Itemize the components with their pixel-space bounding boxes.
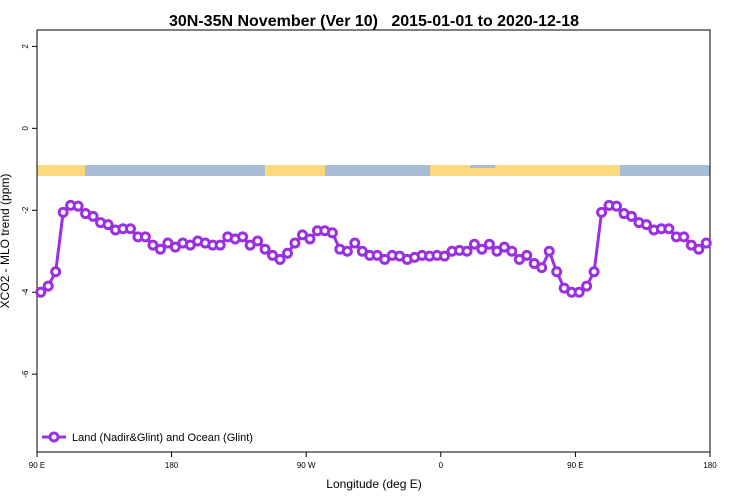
y-tick-label: -2 [21, 206, 30, 214]
data-line [39, 203, 708, 294]
data-point [625, 210, 637, 222]
chart-title: 30N-35N November (Ver 10) 2015-01-01 to … [169, 13, 579, 30]
data-point [87, 210, 99, 222]
x-tick-label: 90 E [29, 461, 45, 470]
x-tick-label: 90 W [297, 461, 316, 470]
data-point [439, 250, 451, 262]
data-point [42, 280, 54, 292]
data-point [640, 219, 652, 231]
data-point [543, 245, 555, 257]
data-point [124, 223, 136, 235]
data-point [274, 253, 286, 265]
data-point [102, 219, 114, 231]
x-tick-label: 90 E [567, 461, 583, 470]
data-point [700, 237, 712, 249]
data-point [521, 249, 533, 261]
data-point [259, 243, 271, 255]
data-point [139, 231, 151, 243]
y-tick-label: 2 [21, 44, 30, 49]
data-point [154, 243, 166, 255]
x-axis-label: Longitude (deg E) [326, 477, 421, 491]
x-tick-label: 180 [703, 461, 717, 470]
data-point [678, 231, 690, 243]
data-point [663, 223, 675, 235]
legend: Land (Nadir&Glint) and Ocean (Glint) [42, 431, 253, 444]
x-tick-label: 180 [165, 461, 179, 470]
y-tick-label: -6 [21, 370, 30, 378]
data-point [581, 280, 593, 292]
legend-label: Land (Nadir&Glint) and Ocean (Glint) [72, 432, 253, 444]
data-point [252, 235, 264, 247]
y-tick-label: 0 [21, 126, 30, 131]
data-point [573, 286, 585, 298]
data-point [237, 231, 249, 243]
data-point [468, 238, 480, 250]
x-tick-label: 0 [439, 461, 444, 470]
y-tick-label: -4 [21, 288, 30, 296]
data-point [506, 245, 518, 257]
data-point [326, 227, 338, 239]
legend-marker [48, 431, 60, 443]
data-point [476, 243, 488, 255]
data-point [483, 238, 495, 250]
data-point [551, 266, 563, 278]
data-point [588, 266, 600, 278]
y-axis-label: XCO2 - MLO trend (ppm) [0, 174, 12, 309]
data-point [693, 243, 705, 255]
data-point [35, 286, 47, 298]
data-point [50, 266, 62, 278]
data-point [289, 237, 301, 249]
data-point [57, 206, 69, 218]
data-point [349, 237, 361, 249]
data-point [596, 206, 608, 218]
data-point [341, 245, 353, 257]
data-point [282, 247, 294, 259]
data-point [611, 200, 623, 212]
data-point [214, 239, 226, 251]
data-point [461, 245, 473, 257]
data-point [536, 262, 548, 274]
data-point [72, 200, 84, 212]
land-ocean-strip [37, 165, 710, 176]
data-point [304, 233, 316, 245]
